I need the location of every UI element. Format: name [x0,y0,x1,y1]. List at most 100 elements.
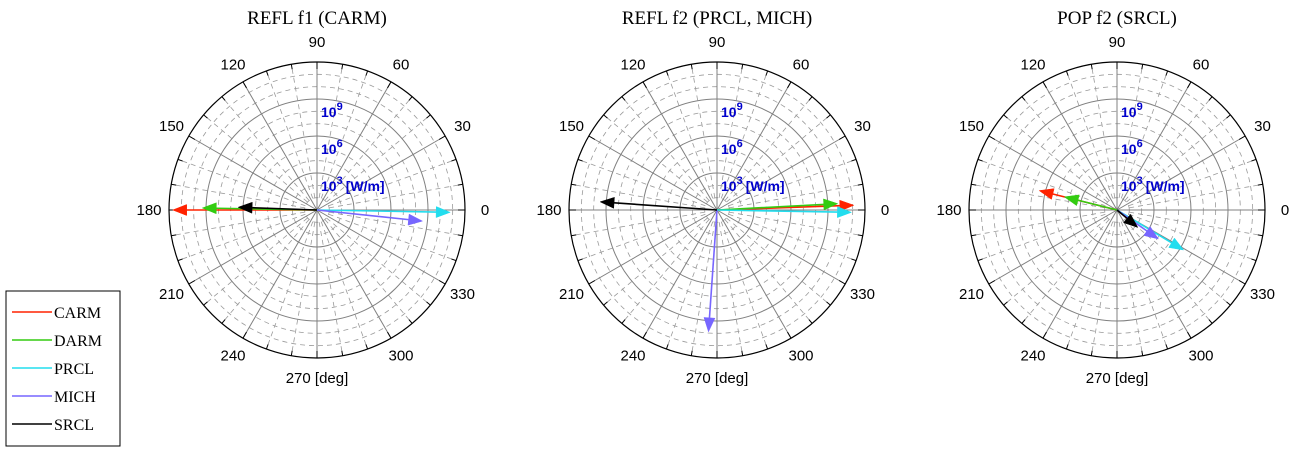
outer-tick [665,344,669,350]
minor-grid-spoke [221,96,310,201]
outer-tick [203,114,208,119]
minor-grid-spoke [577,213,706,261]
outer-tick [741,64,744,70]
outer-tick [577,258,583,262]
major-grid-spoke [316,209,392,339]
minor-grid-spoke [977,213,1106,261]
minor-grid-spoke [329,183,463,209]
minor-grid-spoke [1129,183,1263,209]
outer-tick [741,350,744,356]
outer-tick [365,70,369,76]
radial-label-1e9: 109 [321,101,343,120]
major-grid-spoke [1042,209,1118,339]
minor-grid-spoke [971,183,1105,209]
arrow-mich [703,209,718,333]
outer-tick [971,234,977,237]
angle-label-120: 120 [1020,57,1045,74]
outer-tick [426,301,431,306]
minor-grid-spoke [729,211,863,237]
minor-grid-spoke [171,211,305,237]
outer-tick [1021,96,1026,101]
outer-tick [851,258,857,262]
outer-tick [438,135,446,140]
angle-label-0: 0 [881,202,889,219]
outer-tick [1257,183,1263,186]
angle-label-330: 330 [1250,286,1275,303]
minor-grid-spoke [724,219,813,324]
outer-tick [1251,158,1257,162]
outer-tick [1226,114,1231,119]
outer-tick [341,64,344,70]
arrow-shaft-srcl [252,206,318,211]
major-grid-spoke [188,209,318,285]
angle-label-150: 150 [959,118,984,135]
outer-tick [621,319,626,324]
minor-grid-spoke [328,159,457,207]
angle-label-150: 150 [559,118,584,135]
outer-tick [1141,350,1144,356]
major-grid-spoke [716,135,846,211]
arrow-prcl [716,206,853,218]
outer-tick [1165,70,1169,76]
minor-grid-spoke [666,70,714,199]
minor-grid-spoke [621,96,710,201]
major-grid-spoke [188,135,318,211]
minor-grid-spoke [318,222,344,356]
arrow-srcl [237,201,318,214]
outer-tick [826,301,831,306]
data-arrows [172,201,451,226]
minor-grid-spoke [290,64,316,198]
arrow-head-prcl [435,206,451,218]
outer-tick [1238,135,1246,140]
angle-label-30: 30 [454,118,471,135]
angle-label-0: 0 [1281,202,1289,219]
outer-tick [977,158,983,162]
outer-tick [341,350,344,356]
arrow-darm [716,198,839,211]
minor-grid-spoke [1090,222,1116,356]
radial-label-1e3: 103 [W/m] [321,175,385,194]
outer-tick [1251,258,1257,262]
outer-tick [438,280,446,285]
minor-grid-spoke [1126,217,1231,306]
arrow-srcl [599,196,718,211]
legend-label-srcl: SRCL [54,417,94,434]
outer-tick [1187,331,1192,339]
arrow-head-prcl [1168,237,1185,251]
outer-tick [426,114,431,119]
outer-tick [838,280,846,285]
radial-label-1e6: 106 [321,138,343,157]
outer-tick [1238,280,1246,285]
arrow-head-srcl [1123,213,1139,228]
minor-grid-spoke [1003,114,1108,203]
outer-tick [1208,319,1213,324]
arrow-head-mich [1143,226,1159,240]
legend-label-darm: DARM [54,333,102,350]
minor-grid-spoke [1021,219,1110,324]
angle-label-300: 300 [788,347,813,364]
arrow-shaft-darm [1077,199,1118,211]
polar-panels: REFL f1 (CARM) 0 30 60 90 120 150 180 210 240 270 … [136,8,1289,387]
minor-grid-spoke [690,222,716,356]
minor-grid-spoke [1120,70,1168,199]
legend-entry-mich: MICH [12,389,96,406]
arrow-shaft-mich [316,209,409,221]
minor-grid-spoke [1003,217,1108,306]
outer-tick [188,135,196,140]
minor-grid-spoke [603,217,708,306]
outer-tick [290,350,293,356]
outer-tick [665,70,669,76]
data-arrows [1038,188,1185,251]
polar-chart-3: POP f2 (SRCL) 0 30 60 90 120 150 180 210 240 270 [… [936,8,1289,387]
outer-tick [787,81,792,89]
chart-title: POP f2 (SRCL) [1057,8,1177,29]
arrow-head-srcl [237,201,253,214]
outer-tick [857,234,863,237]
arrow-head-darm [201,202,217,215]
angle-label-150: 150 [159,118,184,135]
angle-label-180: 180 [936,202,961,219]
minor-grid-spoke [326,217,431,306]
minor-grid-spoke [326,114,431,203]
outer-tick [188,280,196,285]
